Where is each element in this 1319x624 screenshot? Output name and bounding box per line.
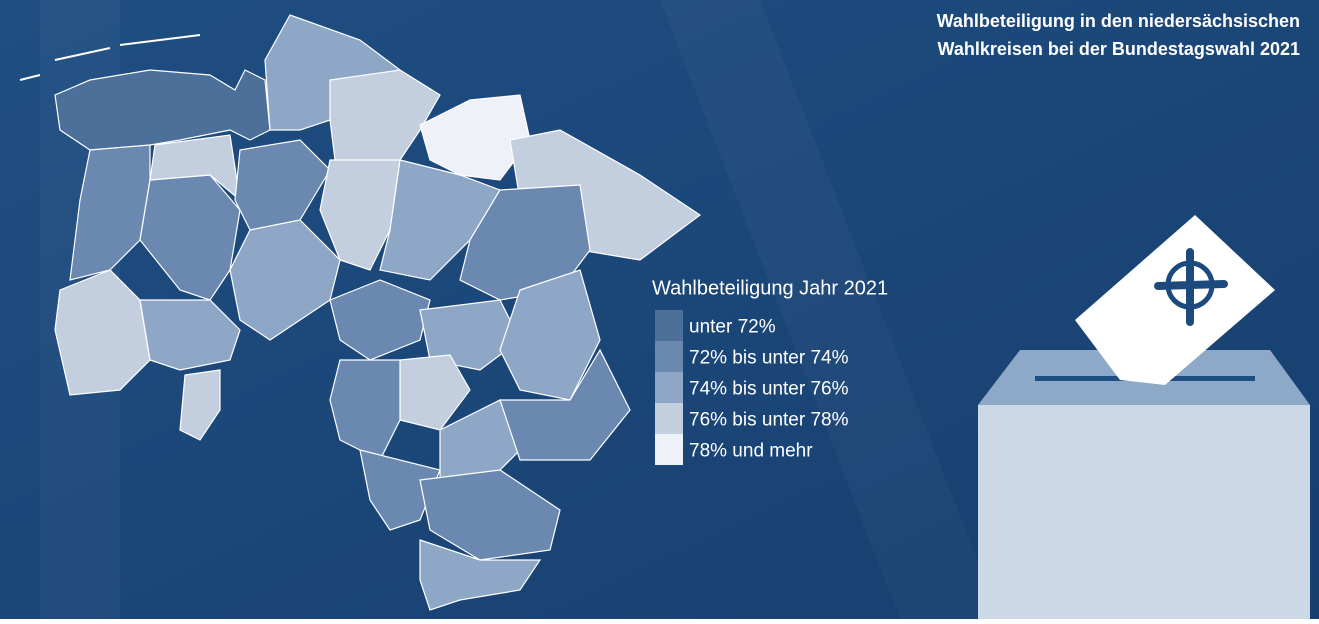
legend-label: 76% bis unter 78% xyxy=(689,410,849,431)
map-region xyxy=(179,369,221,441)
map-region xyxy=(54,269,151,396)
legend-label: 78% und mehr xyxy=(689,441,813,462)
ballot-cross xyxy=(1154,248,1228,326)
map-region xyxy=(229,219,341,341)
map-region xyxy=(419,299,521,371)
legend-label: unter 72% xyxy=(689,317,776,338)
title-line: Wahlkreisen bei der Bundestagswahl 2021 xyxy=(938,39,1300,59)
box-front xyxy=(978,405,1310,619)
legend-swatch xyxy=(655,310,683,341)
map-region xyxy=(499,348,631,461)
legend-label: 72% bis unter 74% xyxy=(689,348,849,369)
map-region xyxy=(439,399,521,481)
islands xyxy=(19,34,201,81)
legend: unter 72% 72% bis unter 74% 74% bis unter … xyxy=(655,310,849,465)
title-line: Wahlbeteiligung in den niedersächsischen xyxy=(937,11,1300,31)
legend-swatch xyxy=(655,372,683,403)
legend-swatch xyxy=(655,403,683,434)
map-region xyxy=(329,279,431,361)
map xyxy=(19,14,702,611)
ballot-box xyxy=(978,215,1310,619)
map-region xyxy=(419,539,542,611)
map-region xyxy=(149,134,241,202)
legend-title: Wahlbeteiligung Jahr 2021 xyxy=(652,277,888,299)
map-region xyxy=(139,299,241,371)
legend-swatch xyxy=(655,434,683,465)
map-region xyxy=(139,174,241,301)
map-region xyxy=(379,159,501,281)
legend-swatch xyxy=(655,341,683,372)
legend-label: 74% bis unter 76% xyxy=(689,379,849,400)
map-region xyxy=(419,469,561,561)
map-region xyxy=(359,449,441,531)
map-region xyxy=(69,144,151,281)
